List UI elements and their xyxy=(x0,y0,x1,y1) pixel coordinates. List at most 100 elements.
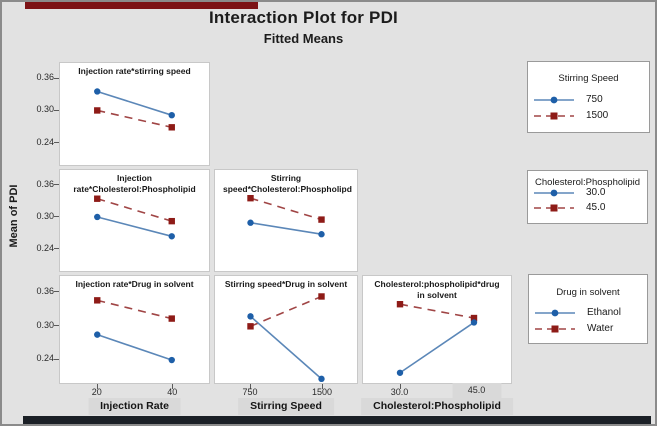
marker-square-red xyxy=(318,216,325,223)
x-tick-mark xyxy=(96,384,98,389)
y-tick-label: 0.30 xyxy=(36,104,54,115)
y-tick-mark xyxy=(54,216,59,218)
figure-subtitle: Fitted Means xyxy=(263,31,344,46)
x-tick-label: 750 xyxy=(242,387,258,397)
x-tick-label: 40 xyxy=(167,387,178,397)
legend-sample-red xyxy=(534,112,574,120)
series-line-red xyxy=(97,109,172,129)
marker-circle-blue xyxy=(396,369,404,376)
legend-sample-blue xyxy=(535,309,575,317)
marker-square-red xyxy=(318,293,325,300)
x-axis-factor-label: Injection Rate xyxy=(88,398,181,415)
panel-title: Injection rate*Cholesterol:Phospholipid xyxy=(73,173,196,195)
legend-box: Stirring Speed 750 1500 xyxy=(527,61,650,133)
marker-square-red xyxy=(470,314,478,322)
legend-title: Stirring Speed xyxy=(558,73,619,84)
figure-title: Interaction Plot for PDI xyxy=(209,8,398,27)
marker-circle-blue xyxy=(94,88,101,95)
x-tick-mark xyxy=(399,384,401,389)
series-line-blue xyxy=(399,321,475,374)
y-tick-label: 0.30 xyxy=(36,210,54,221)
marker-circle-blue xyxy=(247,219,254,226)
legend-marker-circle xyxy=(550,189,558,197)
y-tick-label: 0.36 xyxy=(36,285,54,296)
legend-item-label: 750 xyxy=(586,94,603,105)
marker-circle-blue xyxy=(94,331,101,338)
marker-circle-blue xyxy=(168,356,175,364)
marker-square-red xyxy=(94,297,101,304)
y-tick-label: 0.24 xyxy=(36,353,54,364)
legend-sample-red xyxy=(534,204,574,212)
interaction-panel: Cholesterol:phospholipid*drug in solvent xyxy=(362,275,512,384)
y-tick-mark xyxy=(54,291,59,293)
marker-circle-blue xyxy=(168,233,175,240)
interaction-panel: Injection rate*stirring speed xyxy=(59,62,210,166)
legend-title: Drug in solvent xyxy=(556,287,620,298)
marker-square-red xyxy=(94,195,101,202)
y-tick-label: 0.24 xyxy=(36,242,54,253)
y-tick-mark xyxy=(54,358,59,360)
series-line-red xyxy=(399,303,475,319)
legend-item-label: 30.0 xyxy=(586,187,606,198)
x-tick-mark xyxy=(322,384,323,389)
legend-box: Cholesterol:Phospholipid 30.0 45.0 xyxy=(527,170,648,224)
y-tick-label: 0.24 xyxy=(36,136,54,147)
marker-circle-blue xyxy=(94,213,101,221)
series-line-blue xyxy=(97,90,172,116)
y-axis-label: Mean of PDI xyxy=(8,184,20,248)
x-tick-mark xyxy=(172,384,174,389)
marker-square-red xyxy=(168,124,175,131)
x-tick-label-boxed: 45.0 xyxy=(452,383,501,398)
x-tick-label: 1500 xyxy=(311,387,333,397)
y-tick-mark xyxy=(54,77,59,79)
series-line-blue xyxy=(250,221,322,235)
bottom-accent-bar xyxy=(23,416,651,424)
marker-square-red xyxy=(168,315,175,322)
panel-plot xyxy=(247,194,325,238)
panel-title: Cholesterol:phospholipid*drug in solvent xyxy=(374,279,500,301)
series-line-blue xyxy=(249,315,323,380)
marker-square-red xyxy=(94,107,101,114)
marker-square-red xyxy=(247,194,254,202)
legend-marker-circle xyxy=(551,309,559,317)
top-accent-bar xyxy=(25,2,258,9)
marker-square-red xyxy=(168,217,175,225)
legend-marker-circle xyxy=(550,96,558,104)
legend-item-label: Water xyxy=(587,323,614,334)
panel-plot xyxy=(94,88,175,131)
panel-plot xyxy=(247,293,325,383)
x-tick-label: 20 xyxy=(91,387,102,397)
panel-title: Stirring speed*Cholesterol:Phospholipd xyxy=(223,173,352,195)
legend-marker-square xyxy=(551,325,559,333)
x-axis-factor-label: Cholesterol:Phospholipid xyxy=(361,398,513,415)
marker-circle-blue xyxy=(247,313,254,320)
y-tick-label: 0.36 xyxy=(36,72,54,83)
y-tick-label: 0.36 xyxy=(36,178,54,189)
legend-item-label: 1500 xyxy=(586,110,609,121)
series-line-blue xyxy=(97,216,172,238)
y-tick-mark xyxy=(54,325,59,327)
panel-plot xyxy=(94,195,175,240)
legend-title: Cholesterol:Phospholipid xyxy=(534,177,641,188)
marker-square-red xyxy=(247,323,254,330)
legend-marker-square xyxy=(550,204,558,212)
legend-box: Drug in solvent Ethanol Water xyxy=(528,274,648,344)
marker-circle-blue xyxy=(168,111,175,119)
marker-square-red xyxy=(396,301,404,308)
panel-plot xyxy=(94,297,175,364)
panel-plot xyxy=(396,301,478,376)
panel-title: Injection rate*stirring speed xyxy=(78,66,191,76)
interaction-panel: Injection rate*Cholesterol:Phospholipid xyxy=(59,169,210,272)
legend-marker-square xyxy=(550,112,558,120)
legend-sample-blue xyxy=(534,96,574,104)
series-line-red xyxy=(97,299,172,320)
panel-title: Injection rate*Drug in solvent xyxy=(75,279,194,289)
x-tick-mark xyxy=(250,384,251,389)
interaction-panel: Injection rate*Drug in solvent xyxy=(59,275,210,384)
series-line-blue xyxy=(96,333,173,361)
marker-circle-blue xyxy=(470,319,478,326)
y-tick-mark xyxy=(54,184,59,186)
x-tick-label: 30.0 xyxy=(390,387,409,397)
interaction-panel: Stirring speed*Drug in solvent xyxy=(214,275,358,384)
